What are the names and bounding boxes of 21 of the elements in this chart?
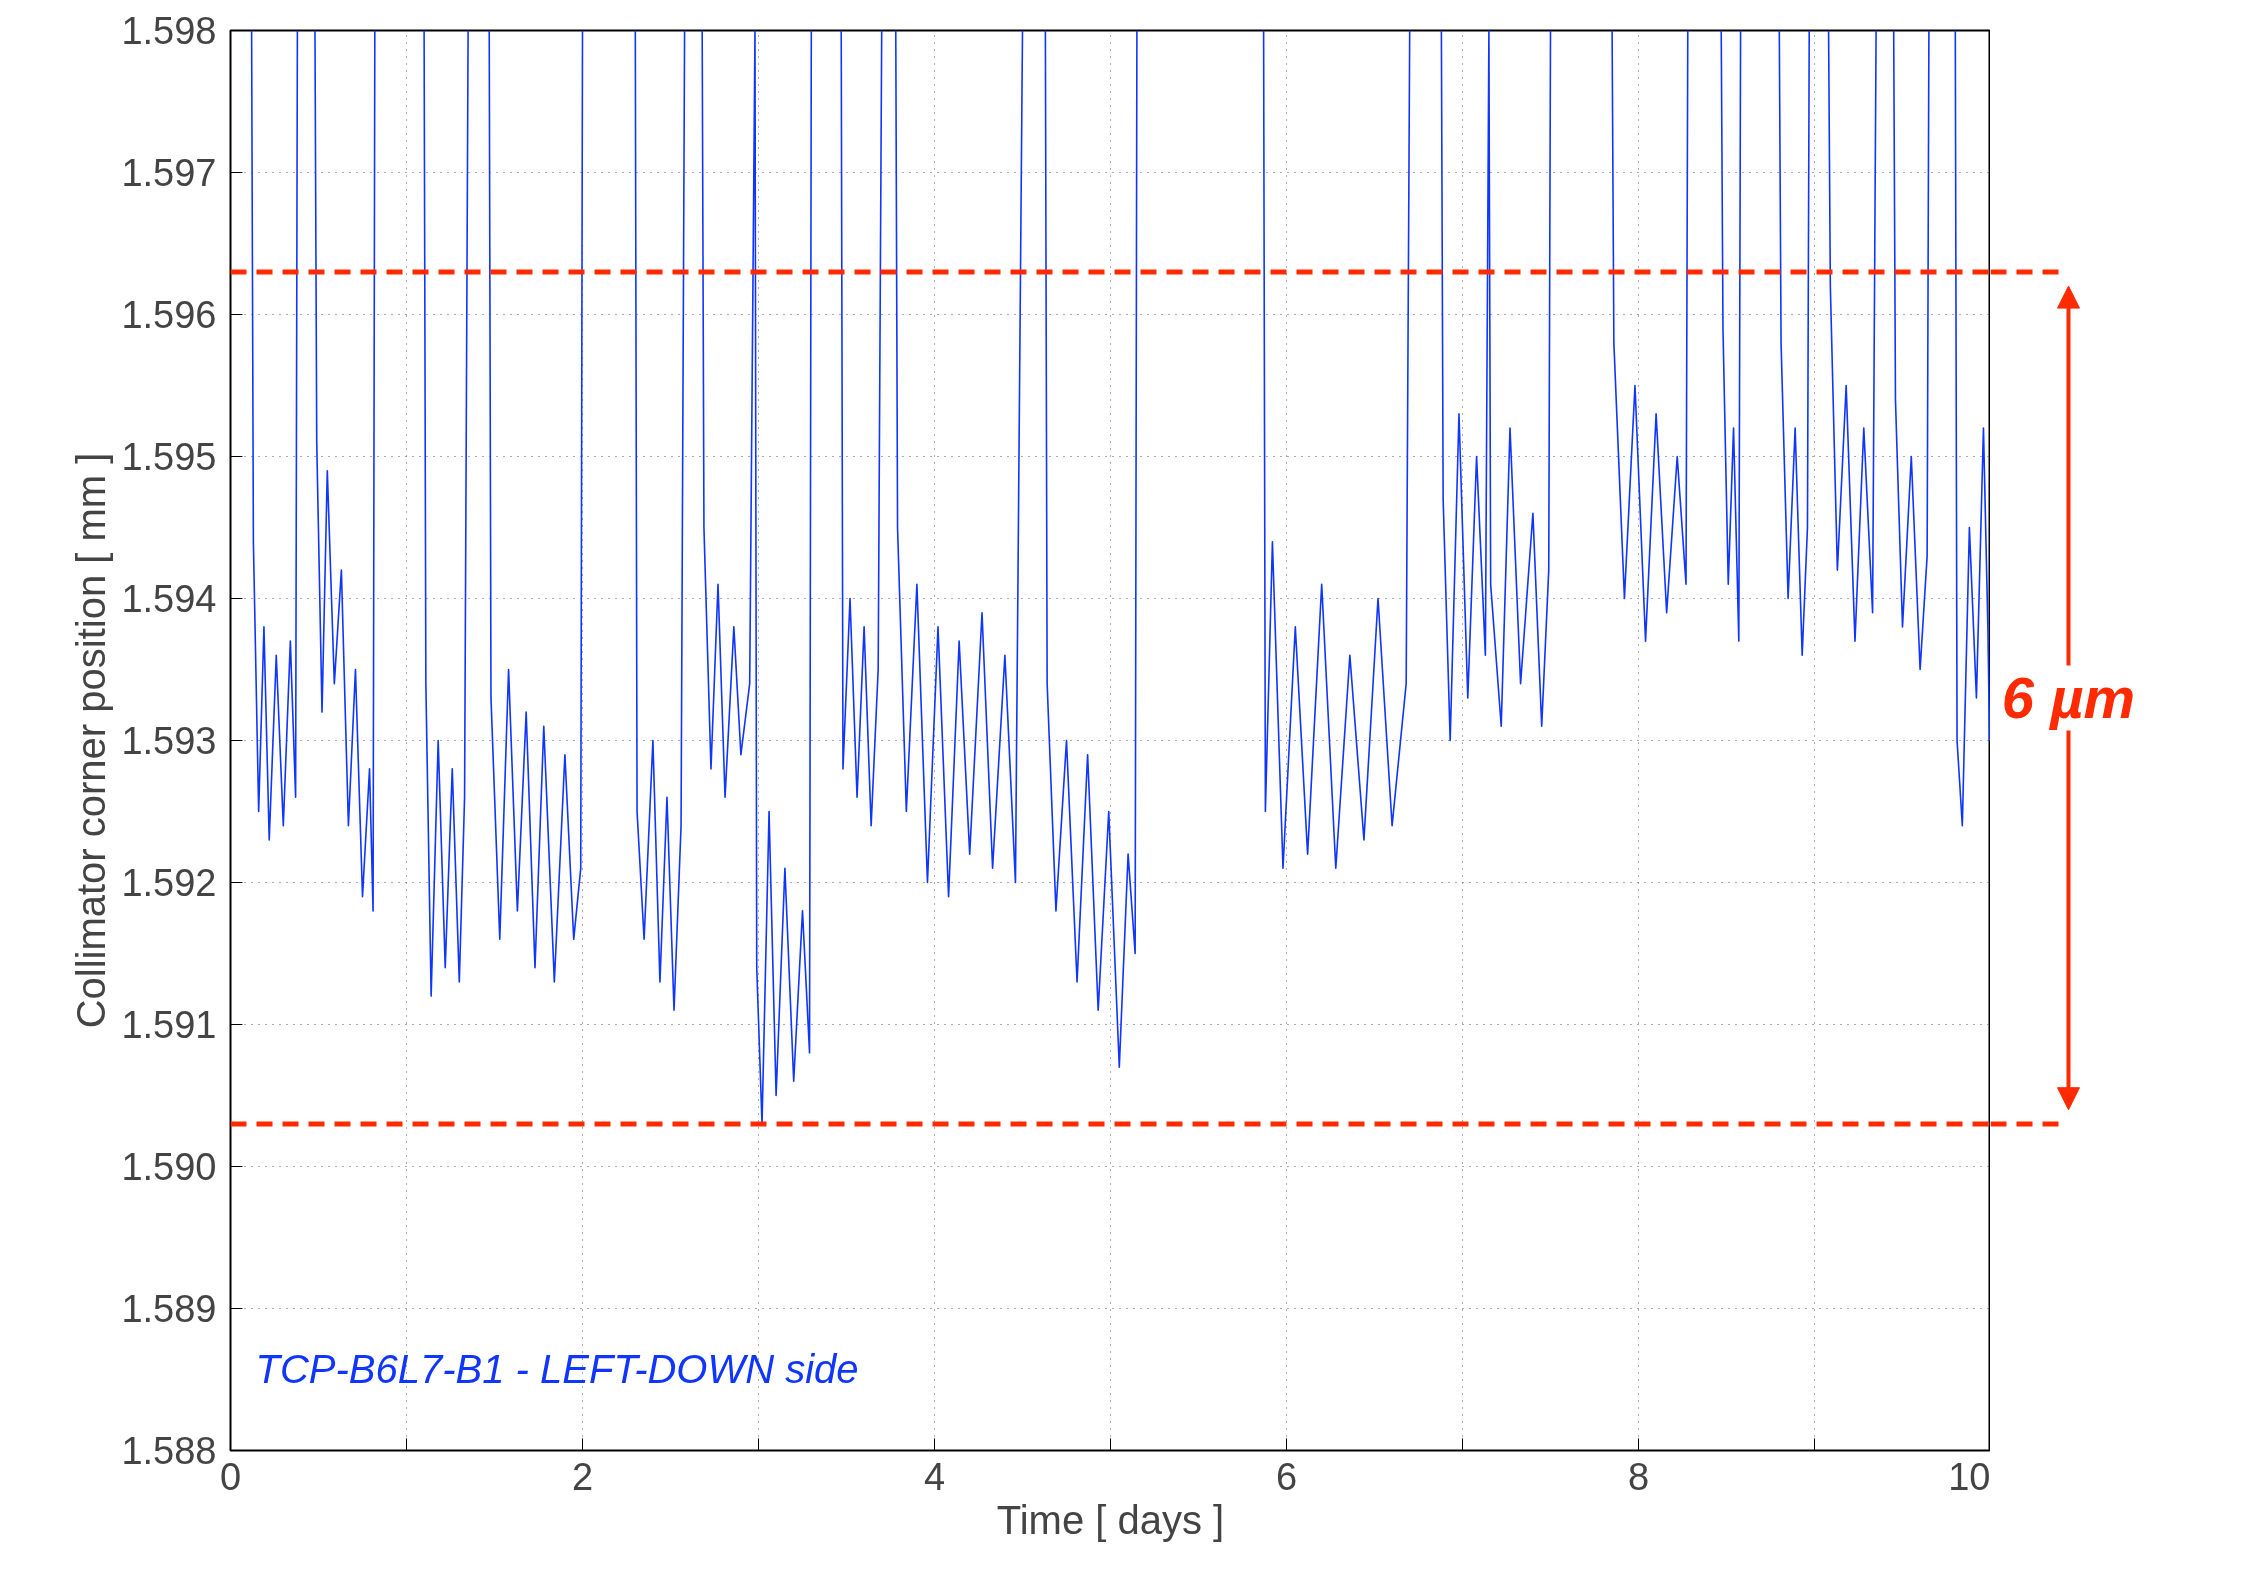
y-tick-label: 1.595 xyxy=(121,436,217,478)
y-tick-label: 1.598 xyxy=(121,10,217,52)
x-tick-label: 0 xyxy=(219,1455,242,1498)
y-tick-label: 1.590 xyxy=(121,1146,217,1188)
x-tick-label: 4 xyxy=(923,1455,946,1498)
y-tick-label: 1.588 xyxy=(121,1430,217,1472)
x-tick-label: 10 xyxy=(1948,1455,1991,1498)
y-tick-label: 1.591 xyxy=(121,1004,217,1046)
x-axis-title: Time [ days ] xyxy=(996,1497,1225,1542)
x-tick-label: 8 xyxy=(1627,1455,1650,1498)
annotation: TCP-B6L7-B1 - LEFT-DOWN side xyxy=(255,1346,859,1391)
text: 6 µm xyxy=(2001,665,2136,731)
y-tick-label: 1.593 xyxy=(121,720,217,762)
y-tick-label: 1.592 xyxy=(121,862,217,904)
y-axis-title: Collimator corner position [ mm ] xyxy=(69,452,114,1029)
x-tick-label: 2 xyxy=(571,1455,594,1498)
y-tick-label: 1.597 xyxy=(121,152,217,194)
y-tick-label: 1.594 xyxy=(121,578,217,620)
y-tick-label: 1.596 xyxy=(121,294,217,336)
y-tick-label: 1.589 xyxy=(121,1288,217,1330)
x-tick-label: 6 xyxy=(1275,1455,1298,1498)
